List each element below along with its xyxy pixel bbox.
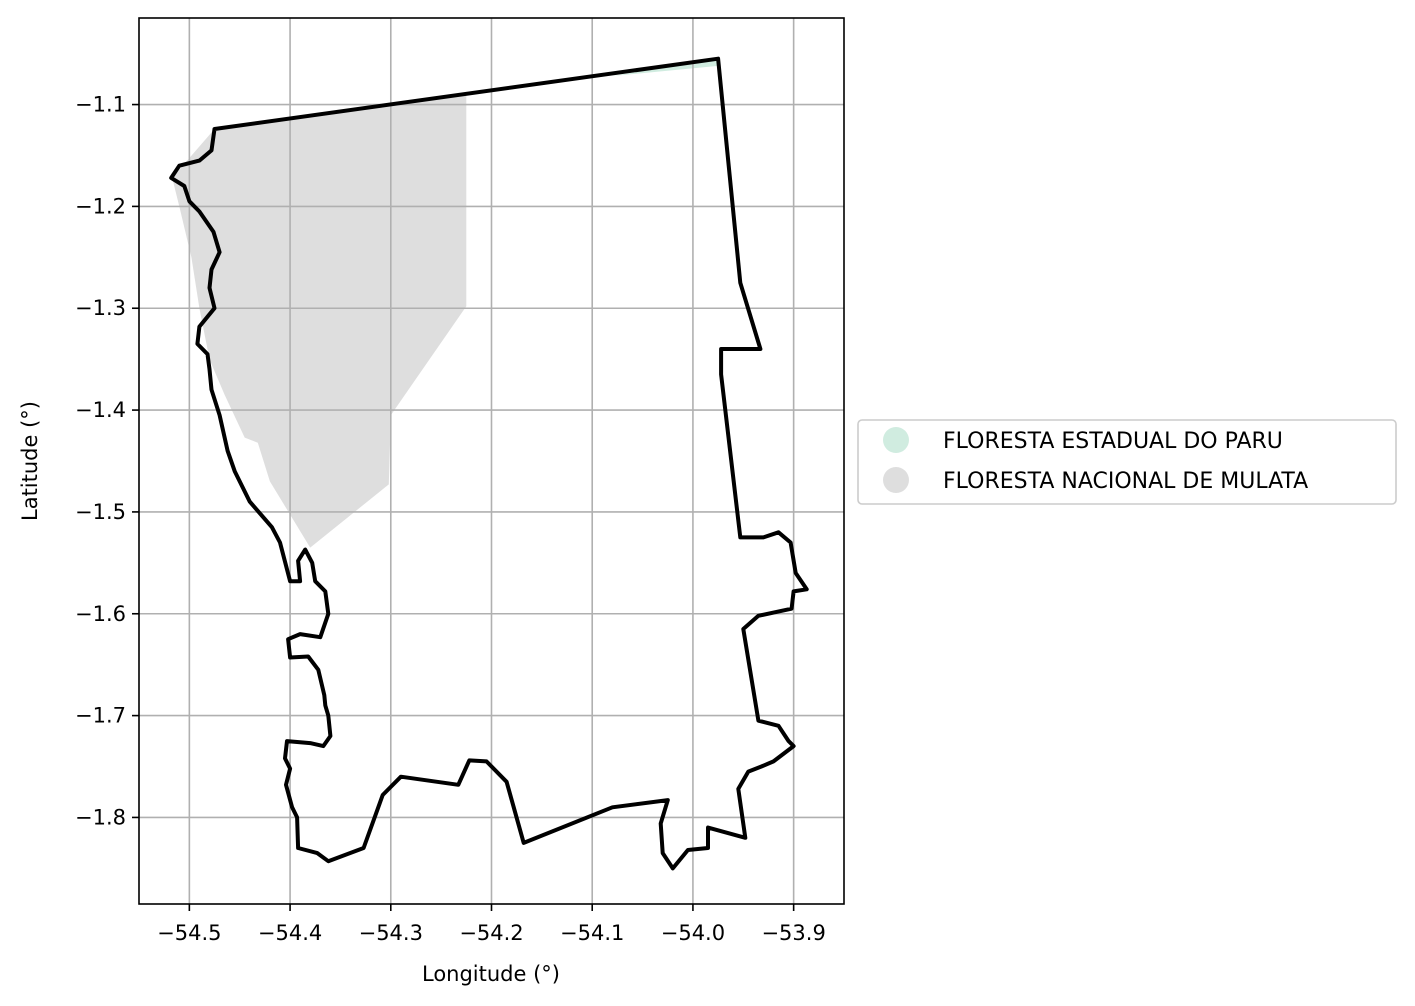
legend: FLORESTA ESTADUAL DO PARU FLORESTA NACION… — [857, 419, 1397, 505]
x-tick-label: −54.1 — [560, 921, 624, 945]
x-axis-title: Longitude (°) — [422, 962, 560, 986]
legend-marker-floresta-nacional-de-mulata — [883, 467, 909, 493]
legend-marker-floresta-estadual-do-paru — [883, 427, 909, 453]
boundary-layer — [169, 56, 809, 871]
legend-label: FLORESTA ESTADUAL DO PARU — [943, 429, 1283, 454]
x-tick-label: −53.9 — [761, 921, 825, 945]
x-tick-label: −54.5 — [157, 921, 221, 945]
y-tick-label: −1.7 — [75, 704, 126, 728]
y-tick-label: −1.5 — [75, 500, 126, 524]
x-tick-label: −54.0 — [661, 921, 725, 945]
grid-lines — [139, 18, 844, 904]
y-tick-label: −1.8 — [75, 805, 126, 829]
x-tick-label: −54.4 — [258, 921, 322, 945]
y-tick-label: −1.3 — [75, 296, 126, 320]
y-tick-label: −1.2 — [75, 194, 126, 218]
plot-area — [138, 17, 845, 905]
x-tick-label: −54.3 — [359, 921, 423, 945]
area-floresta-nacional-de-mulata — [172, 94, 467, 548]
boundary-outline — [169, 56, 809, 871]
legend-label: FLORESTA NACIONAL DE MULATA — [943, 469, 1308, 494]
x-tick-label: −54.2 — [459, 921, 523, 945]
legend-frame — [857, 419, 1397, 505]
y-tick-label: −1.6 — [75, 602, 126, 626]
x-axis: −54.5 −54.4 −54.3 −54.2 −54.1 −54.0 −53.9 — [157, 904, 826, 945]
y-axis: −1.1 −1.2 −1.3 −1.4 −1.5 −1.6 −1.7 −1.8 — [75, 93, 139, 829]
y-tick-label: −1.1 — [75, 93, 126, 117]
y-tick-label: −1.4 — [75, 398, 126, 422]
y-axis-title: Latitude (°) — [18, 401, 42, 521]
